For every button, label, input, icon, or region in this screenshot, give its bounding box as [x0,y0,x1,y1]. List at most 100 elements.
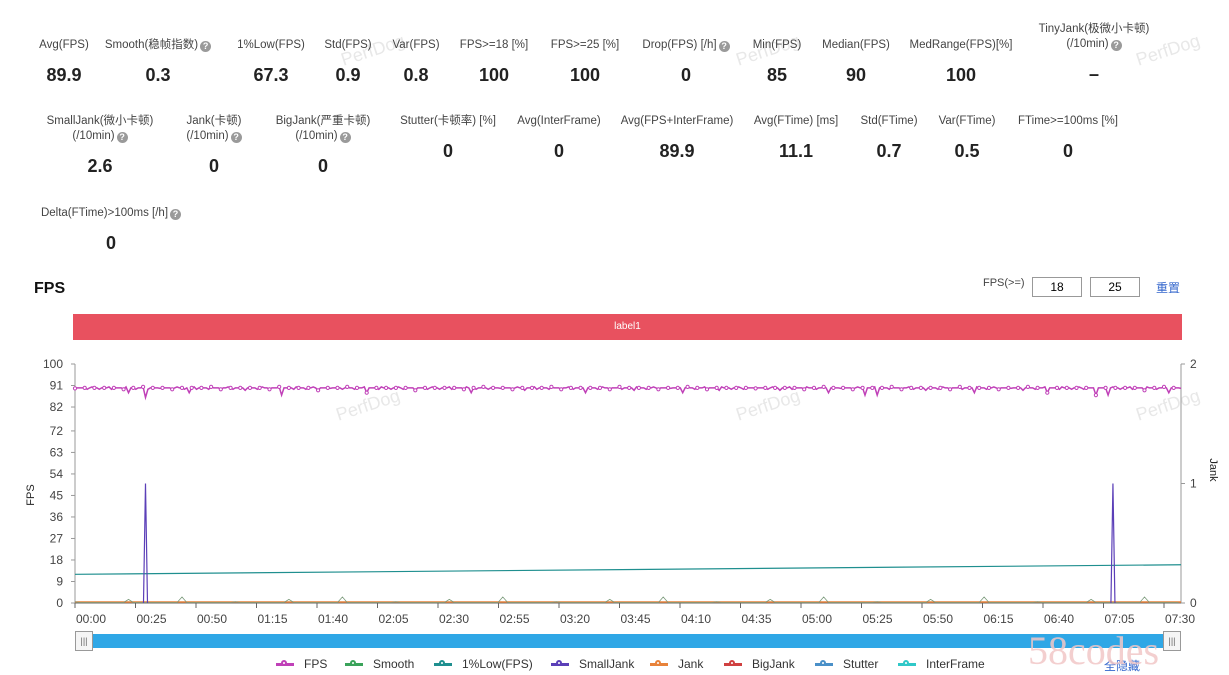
stat-row2-3: Stutter(卡顿率) [%] 0 [358,114,538,162]
fps-point [413,388,418,393]
fps-point [578,385,583,391]
fps-point [121,387,126,392]
legend-swatch [898,660,916,667]
stat-label: Smooth(稳帧指数)? [68,38,248,53]
stat-row2-4: Avg(InterFrame) 0 [469,114,649,162]
stat-row1-5: FPS>=18 [%] 100 [404,38,584,86]
fps-point [393,385,398,391]
legend-item-smooth[interactable]: Smooth [345,657,414,671]
legend-item-bigjank[interactable]: BigJank [724,657,795,671]
stat-row1-9: Median(FPS) 90 [766,38,946,86]
slider-left-handle[interactable]: ||| [75,631,93,651]
fps-point [170,387,175,392]
fps-point [792,385,797,391]
legend-item-stutter[interactable]: Stutter [815,657,878,671]
stat-value: 0 [105,233,116,253]
fps-point [500,385,505,391]
legend-item-1-low-fps-[interactable]: 1%Low(FPS) [434,657,533,671]
stat-value: 89.9 [659,141,695,161]
fps-point [811,385,817,391]
legend-item-smalljank[interactable]: SmallJank [551,657,634,671]
fps-point [452,385,457,391]
fps-point [627,385,632,391]
fps-threshold-input-1[interactable] [1032,277,1082,297]
fps-point [1152,385,1157,391]
fps-point [257,385,262,391]
fps-point [1054,385,1060,391]
stat-label: Delta(FTime)>100ms [/h]? [21,206,201,221]
help-icon[interactable]: ? [200,41,212,52]
fps-point [802,387,807,392]
stat-value: 0 [208,156,219,176]
hide-all-button[interactable]: 全隐藏 [1104,659,1141,673]
reset-button[interactable]: 重置 [1156,281,1181,295]
series-1pct-low [74,564,1182,575]
x-tick-label: 05:00 [802,612,832,626]
series-smooth [74,596,1179,603]
help-icon[interactable]: ? [339,132,351,143]
x-tick-label: 02:05 [378,612,408,626]
legend-swatch [724,660,742,667]
fps-point [666,385,671,391]
x-tick-label: 05:25 [862,612,892,626]
fps-point [821,384,826,390]
fps-point [539,385,544,391]
y-tick-label: 27 [50,531,64,545]
chart-title: FPS [34,280,66,297]
stat-label: BigJank(严重卡顿) (/10min)? [233,114,413,144]
legend-item-jank[interactable]: Jank [650,657,703,671]
stat-label-text: FPS>=25 [%] [550,39,620,51]
x-tick-label: 05:50 [923,612,953,626]
fps-point [860,385,865,391]
label-bar[interactable]: label1 [73,314,1182,340]
help-icon[interactable]: ? [718,41,730,52]
stat-value: 100 [945,65,977,85]
stat-label: Avg(FPS) [0,38,154,53]
x-tick-label: 07:05 [1104,612,1134,626]
x-tick-label: 00:00 [76,612,106,626]
fps-threshold-input-2[interactable] [1090,277,1140,297]
fps-point [209,384,214,390]
x-tick-label: 04:10 [681,612,711,626]
fps-point [374,385,379,391]
stat-label-text: Smooth(稳帧指数) [104,39,199,51]
legend-swatch [551,660,569,667]
legend-item-fps[interactable]: FPS [276,657,327,671]
series-smalljank-spike [1110,483,1116,604]
time-range-slider[interactable]: ||| ||| [75,631,1181,651]
help-icon[interactable]: ? [1110,40,1122,51]
stat-value: 90 [845,65,867,85]
legend-swatch [434,660,452,667]
stat-label: Median(FPS) [766,38,946,53]
x-tick-label: 02:30 [439,612,469,626]
stat-label: FPS>=25 [%] [495,38,675,53]
fps-point [354,385,360,391]
fps-point [831,385,836,391]
stat-value: 67.3 [253,65,289,85]
help-icon[interactable]: ? [170,209,182,220]
legend-item-interframe[interactable]: InterFrame [898,657,985,671]
fps-point [957,384,962,390]
fps-point [1171,385,1176,391]
stat-row1-1: Smooth(稳帧指数)? 0.3 [68,38,248,86]
fps-point [316,388,321,393]
legend-label: Smooth [373,657,415,671]
help-icon[interactable]: ? [230,132,242,143]
fps-point [967,385,972,391]
stat-row2-6: Avg(FTime) [ms] 11.1 [706,114,886,162]
stat-label-text: Stutter(卡顿率) [%] [400,115,496,127]
fps-point [646,385,651,391]
stat-row1-7: Drop(FPS) [/h]? 0 [596,38,776,86]
fps-point [267,387,272,392]
fps-point [422,385,428,391]
legend-swatch [815,660,833,667]
fps-point [724,385,729,391]
stat-value: 0 [317,156,328,176]
help-icon[interactable]: ? [116,132,128,143]
stat-label-text: Avg(FTime) [ms] [753,115,839,127]
stat-label-unit: (/10min) [1066,38,1109,50]
slider-right-handle[interactable]: ||| [1163,631,1181,651]
x-tick-label: 00:50 [197,612,227,626]
fps-point [510,387,515,392]
y-tick-label: 72 [50,424,64,438]
